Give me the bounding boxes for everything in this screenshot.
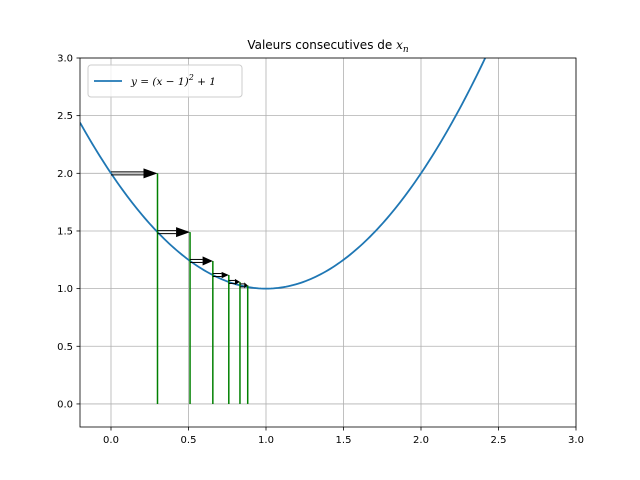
legend-label: y = (x − 1)2 + 1 (130, 73, 216, 88)
arrow-head (234, 278, 240, 285)
legend-label-sup: 2 (188, 73, 194, 82)
arrow-head (202, 256, 213, 266)
legend: y = (x − 1)2 + 1 (87, 64, 243, 98)
y-tick-label: 0.5 (57, 342, 73, 353)
x-tick-label: 1.0 (258, 435, 274, 446)
grid (80, 57, 577, 427)
y-tick-label: 2.5 (57, 111, 73, 122)
x-tick-label: 1.5 (336, 435, 352, 446)
iterate-arrow (190, 256, 213, 266)
plot-area (80, 58, 487, 404)
chart-title-math: x (396, 38, 403, 52)
legend-box (87, 64, 243, 98)
arrow-head (244, 282, 248, 289)
x-tick-label: 2.5 (491, 435, 507, 446)
x-tick-label: 0.5 (181, 435, 197, 446)
y-tick-label: 3.0 (57, 54, 73, 65)
chart-title-text: Valeurs consecutives de (247, 38, 396, 52)
x-tick-label: 0.0 (103, 435, 119, 446)
iterate-arrow (239, 282, 248, 289)
chart-title: Valeurs consecutives de xn (247, 38, 409, 55)
iterate-arrow (228, 278, 240, 285)
series-curve (80, 58, 487, 290)
x-tick-label: 2.0 (413, 435, 429, 446)
legend-label-main: y = (x − 1) (130, 76, 189, 88)
x-tick-label: 3.0 (568, 435, 584, 446)
iterate-arrow (157, 227, 191, 238)
arrow-head (176, 227, 191, 238)
y-tick-label: 1.0 (57, 284, 73, 295)
arrow-head (143, 168, 158, 179)
plot-frame (79, 57, 577, 428)
arrow-head (221, 271, 229, 279)
y-tick-label: 2.0 (57, 169, 73, 180)
y-tick-label: 0.0 (57, 399, 73, 410)
y-tick-label: 1.5 (57, 226, 73, 237)
axes-ticks: 0.0 0.5 1.0 1.5 2.0 2.5 3.0 0.0 0.5 1.0 1.5 2.0 2.5 3… (57, 54, 584, 447)
legend-label-tail: + 1 (194, 76, 216, 88)
iterate-arrow (212, 271, 229, 279)
iterate-arrow (111, 168, 158, 179)
chart-title-math-sub: n (403, 45, 409, 55)
